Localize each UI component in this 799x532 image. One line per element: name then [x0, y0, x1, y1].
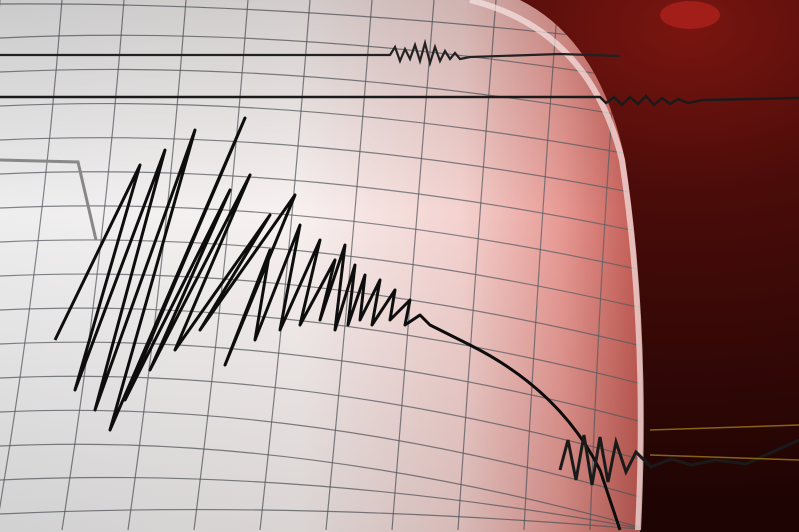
drum-rim [469, 0, 644, 531]
bottom-trace [558, 434, 799, 486]
pen-arm [0, 158, 98, 241]
top-trace [0, 38, 621, 68]
second-trace [0, 94, 799, 107]
red-light [660, 1, 720, 29]
seismic-trace [53, 116, 622, 531]
drum [0, 0, 643, 532]
